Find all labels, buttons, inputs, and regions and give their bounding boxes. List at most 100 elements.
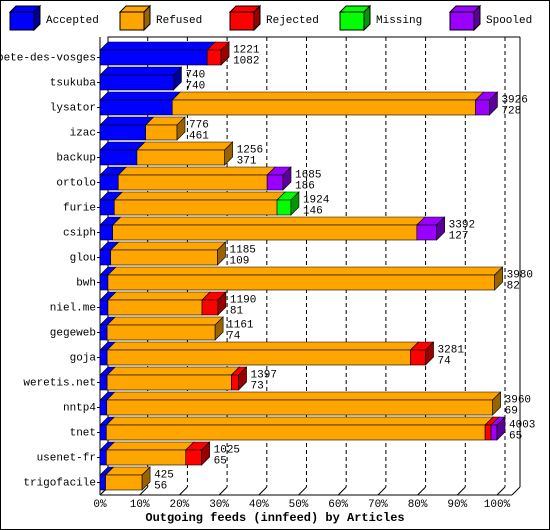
offered-label: 1397	[251, 369, 277, 381]
y-tick-label: gegeweb	[50, 327, 96, 339]
bar-side	[496, 416, 506, 441]
y-tick-label: weretis.net	[23, 377, 96, 389]
bar-segment	[475, 99, 490, 116]
accepted-label: 56	[154, 480, 167, 492]
bar-segment	[112, 224, 418, 241]
legend-label: Spooled	[486, 15, 532, 27]
floor-edge	[511, 486, 521, 496]
bar-segment	[145, 124, 178, 141]
y-tick-label: bete-des-vosges	[0, 52, 96, 64]
accepted-label: 74	[227, 330, 241, 342]
y-tick-label: izac	[70, 127, 96, 139]
bar-segment	[484, 424, 492, 441]
accepted-label: 109	[230, 255, 250, 267]
y-tick-label: glou	[70, 252, 96, 264]
accepted-label: 69	[505, 405, 518, 417]
bar-segment	[136, 149, 225, 166]
offered-label: 1190	[230, 294, 256, 306]
bar-top	[106, 341, 420, 351]
offered-label: 3980	[507, 269, 533, 281]
bar-segment	[185, 449, 202, 466]
x-tick-label: 50%	[289, 499, 309, 511]
x-tick-label: 30%	[209, 499, 229, 511]
y-tick-label: trigofacile	[23, 477, 96, 489]
x-tick-label: 60%	[328, 499, 348, 511]
offered-label: 3392	[449, 219, 475, 231]
accepted-label: 74	[438, 355, 452, 367]
bar-segment	[99, 374, 108, 391]
tick-mark	[456, 486, 466, 496]
x-tick-label: 70%	[368, 499, 388, 511]
x-tick-label: 10%	[130, 499, 150, 511]
bar-side	[220, 41, 230, 66]
bar-top	[106, 366, 241, 376]
x-tick-label: 90%	[447, 499, 467, 511]
offered-label: 1185	[230, 244, 256, 256]
bar-segment	[99, 149, 138, 166]
bar-segment	[171, 99, 476, 116]
bar-segment	[106, 449, 187, 466]
bar-segment	[107, 274, 495, 291]
bar-segment	[106, 374, 232, 391]
bar-side	[425, 341, 434, 366]
bar-segment	[99, 49, 208, 66]
bar-segment	[106, 349, 411, 366]
legend-label: Rejected	[266, 15, 319, 27]
bar-segment	[99, 124, 146, 141]
bar-top	[105, 416, 494, 426]
bar-top	[109, 241, 227, 251]
bar-segment	[99, 249, 112, 266]
bar-segment	[231, 374, 239, 391]
bar-segment	[99, 424, 107, 441]
bar-side	[238, 366, 247, 391]
tick-mark	[337, 486, 347, 496]
bar-side	[173, 66, 182, 91]
y-tick-label: usenet-fr	[37, 452, 96, 464]
bar-top	[99, 91, 181, 101]
accepted-label: 740	[185, 80, 205, 92]
accepted-label: 461	[189, 130, 209, 142]
accepted-label: 65	[509, 430, 522, 442]
bar-top	[106, 316, 224, 326]
bar-side	[176, 116, 186, 141]
offered-label: 776	[189, 119, 209, 131]
bar-segment	[99, 474, 106, 491]
tick-mark	[496, 486, 506, 496]
tick-mark	[298, 486, 307, 496]
bar-side	[492, 391, 501, 416]
bar-segment	[117, 174, 268, 191]
chart-title: Outgoing feeds (innfeed) by Articles	[145, 511, 404, 525]
y-tick-label: tnet	[70, 427, 96, 439]
y-tick-label: ortolo	[56, 177, 96, 189]
bar-side	[141, 466, 151, 491]
y-tick-label: nntp4	[63, 402, 96, 414]
bar-segment	[99, 399, 108, 416]
bar-segment	[99, 174, 119, 191]
offered-label: 4003	[509, 419, 535, 431]
bar-top	[105, 441, 195, 451]
accepted-label: 81	[230, 305, 244, 317]
bar-side	[290, 191, 300, 216]
accepted-label: 65	[214, 455, 227, 467]
bar-top	[107, 291, 211, 301]
bar-top	[111, 216, 426, 226]
bar-top	[136, 141, 234, 151]
accepted-label: 146	[303, 205, 323, 217]
x-tick-label: 100%	[484, 499, 511, 511]
bar-side	[201, 441, 210, 466]
offered-label: 425	[154, 469, 174, 481]
bar-top	[107, 266, 504, 276]
bar-side	[436, 216, 445, 241]
bar-top	[171, 91, 485, 101]
offered-label: 3926	[501, 94, 527, 106]
bar-top	[117, 166, 276, 176]
offered-label: 740	[185, 69, 205, 81]
bar-segment	[110, 249, 218, 266]
bar-segment	[490, 424, 498, 441]
bar-segment	[99, 199, 115, 216]
accepted-label: 371	[237, 155, 257, 167]
bar-side	[489, 91, 498, 116]
y-tick-label: lysator	[50, 102, 96, 114]
y-tick-label: goja	[70, 352, 97, 364]
